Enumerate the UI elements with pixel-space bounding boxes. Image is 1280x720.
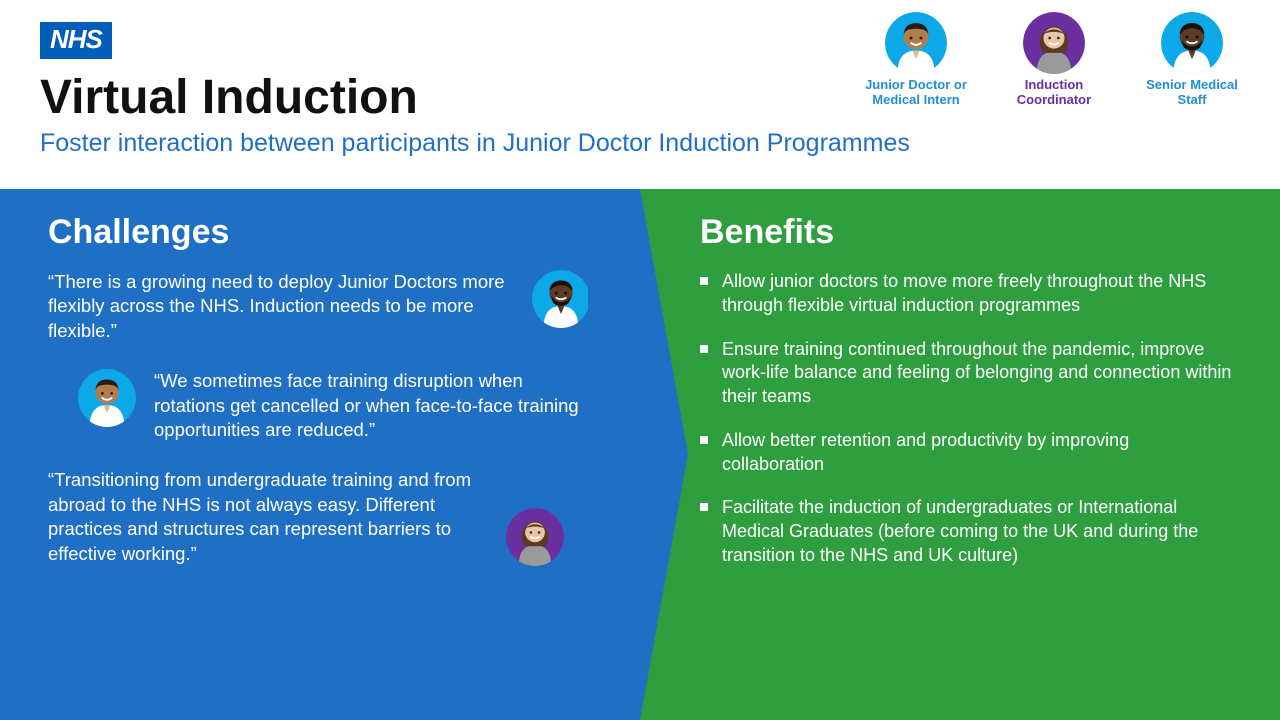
persona-senior: Senior Medical Staff bbox=[1132, 12, 1252, 108]
avatar-senior-icon bbox=[1161, 12, 1223, 74]
persona-junior-label: Junior Doctor or Medical Intern bbox=[856, 78, 976, 108]
quote-3-avatar-icon bbox=[506, 508, 564, 566]
quote-row-2: “We sometimes face training disruption w… bbox=[48, 369, 590, 442]
challenges-heading: Challenges bbox=[48, 213, 590, 252]
benefit-item: Allow better retention and productivity … bbox=[700, 429, 1236, 477]
avatar-coordinator-icon bbox=[1023, 12, 1085, 74]
quote-row-3: “Transitioning from undergraduate traini… bbox=[48, 468, 590, 566]
persona-coordinator-label: Induction Coordinator bbox=[994, 78, 1114, 108]
benefits-panel: Benefits Allow junior doctors to move mo… bbox=[588, 189, 1280, 720]
quote-3-text: “Transitioning from undergraduate traini… bbox=[48, 468, 488, 566]
benefit-item: Allow junior doctors to move more freely… bbox=[700, 270, 1236, 318]
persona-senior-label: Senior Medical Staff bbox=[1132, 78, 1252, 108]
benefits-list: Allow junior doctors to move more freely… bbox=[700, 270, 1236, 568]
page-subtitle: Foster interaction between participants … bbox=[40, 129, 1240, 158]
quote-row-1: “There is a growing need to deploy Junio… bbox=[48, 270, 590, 343]
avatar-junior-icon bbox=[885, 12, 947, 74]
persona-row: Junior Doctor or Medical Intern Inductio… bbox=[856, 12, 1252, 108]
header: NHS Virtual Induction Foster interaction… bbox=[0, 0, 1280, 176]
quote-1-text: “There is a growing need to deploy Junio… bbox=[48, 270, 514, 343]
benefit-item: Ensure training continued throughout the… bbox=[700, 338, 1236, 409]
quote-1-avatar-icon bbox=[532, 270, 590, 328]
persona-coordinator: Induction Coordinator bbox=[994, 12, 1114, 108]
body-area: Challenges “There is a growing need to d… bbox=[0, 189, 1280, 720]
benefits-heading: Benefits bbox=[700, 213, 1236, 252]
benefit-item: Facilitate the induction of undergraduat… bbox=[700, 496, 1236, 567]
quote-2-text: “We sometimes face training disruption w… bbox=[154, 369, 590, 442]
persona-junior: Junior Doctor or Medical Intern bbox=[856, 12, 976, 108]
quote-2-avatar-icon bbox=[78, 369, 136, 427]
nhs-logo: NHS bbox=[40, 22, 112, 59]
challenges-panel: Challenges “There is a growing need to d… bbox=[0, 189, 640, 720]
